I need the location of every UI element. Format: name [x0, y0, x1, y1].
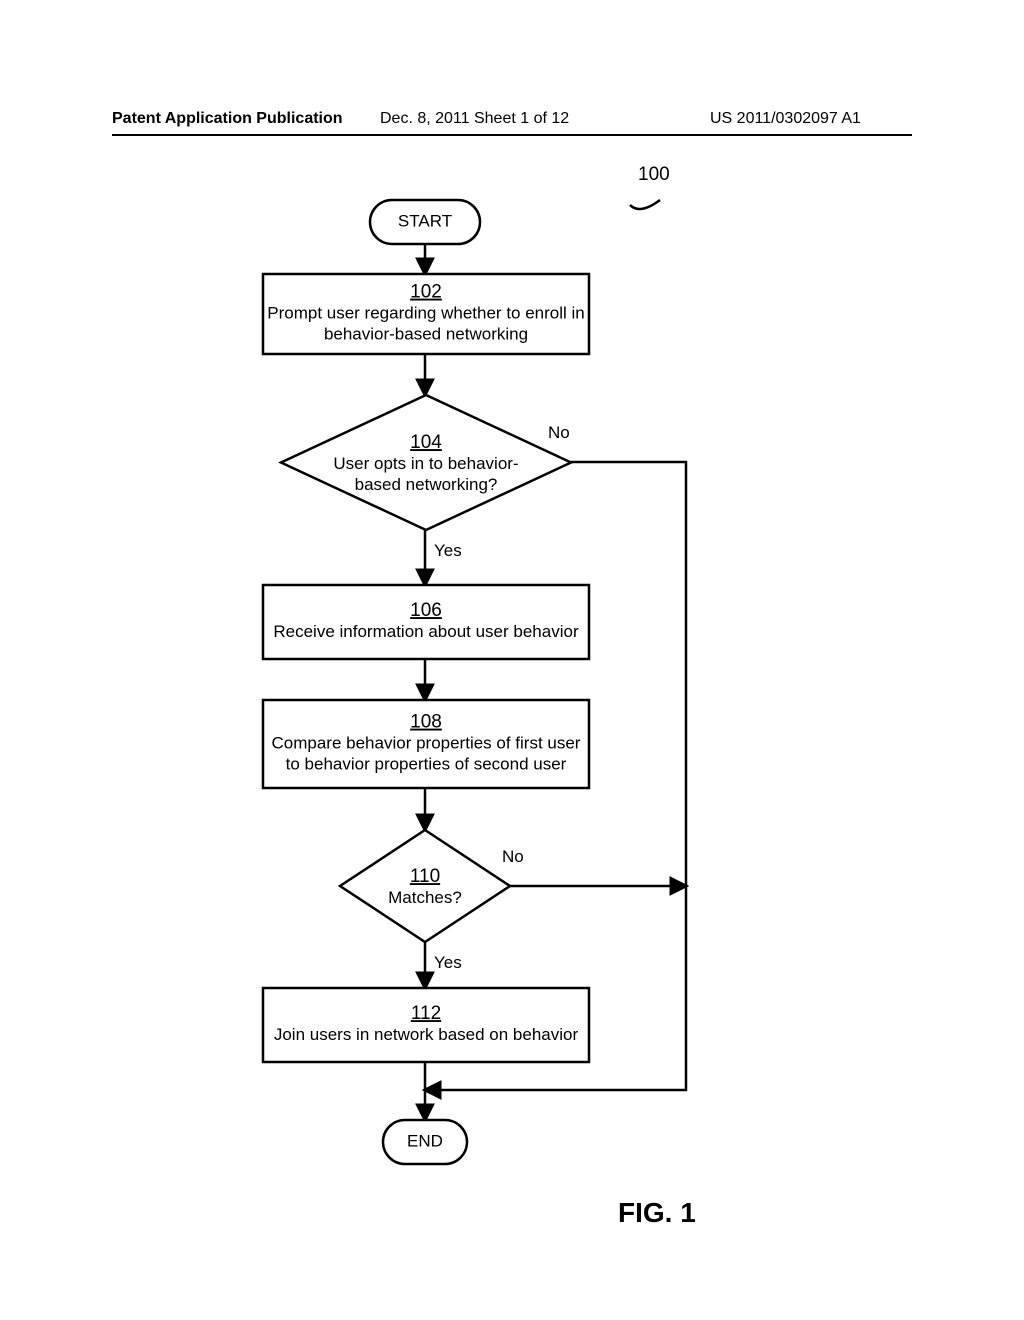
flowchart-svg: Yes Yes No No START 102Prompt user regarding … — [0, 0, 1024, 1320]
node-text: START — [398, 212, 452, 231]
edge-label: Yes — [434, 953, 462, 972]
node-number: 108 — [410, 712, 442, 733]
figure-ref-number: 100 — [638, 164, 670, 185]
node-end: END — [383, 1120, 467, 1164]
edge-label: No — [548, 423, 570, 442]
page: Patent Application Publication Dec. 8, 2… — [0, 0, 1024, 1320]
node-number: 110 — [410, 866, 440, 887]
node-text: Join users in network based on behavior — [274, 1025, 579, 1044]
node-text: User opts in to behavior- — [333, 454, 518, 473]
node-110: 110Matches? — [340, 830, 510, 942]
node-108: 108Compare behavior properties of first … — [263, 700, 589, 788]
node-102: 102Prompt user regarding whether to enro… — [263, 274, 589, 354]
node-text: Matches? — [388, 888, 462, 907]
node-112: 112Join users in network based on behavi… — [263, 988, 589, 1062]
node-number: 106 — [410, 600, 442, 621]
node-text: to behavior properties of second user — [286, 755, 567, 774]
node-text: END — [407, 1132, 443, 1151]
node-104: 104User opts in to behavior-based networ… — [281, 395, 571, 530]
node-text: Receive information about user behavior — [273, 622, 579, 641]
node-number: 112 — [411, 1003, 441, 1024]
flowchart-canvas: Yes Yes No No START 102Prompt user regarding … — [0, 0, 1024, 1320]
figure-label: FIG. 1 — [618, 1197, 696, 1228]
node-text: Compare behavior properties of first use… — [272, 734, 581, 753]
node-106: 106Receive information about user behavi… — [263, 585, 589, 659]
node-text: Prompt user regarding whether to enroll … — [267, 304, 585, 323]
node-start: START — [370, 200, 480, 244]
edge-label: Yes — [434, 541, 462, 560]
node-number: 102 — [410, 282, 442, 303]
figure-ref-curve — [630, 200, 660, 209]
edge-label: No — [502, 847, 524, 866]
node-number: 104 — [410, 432, 442, 453]
node-text: behavior-based networking — [324, 325, 528, 344]
node-text: based networking? — [355, 475, 498, 494]
